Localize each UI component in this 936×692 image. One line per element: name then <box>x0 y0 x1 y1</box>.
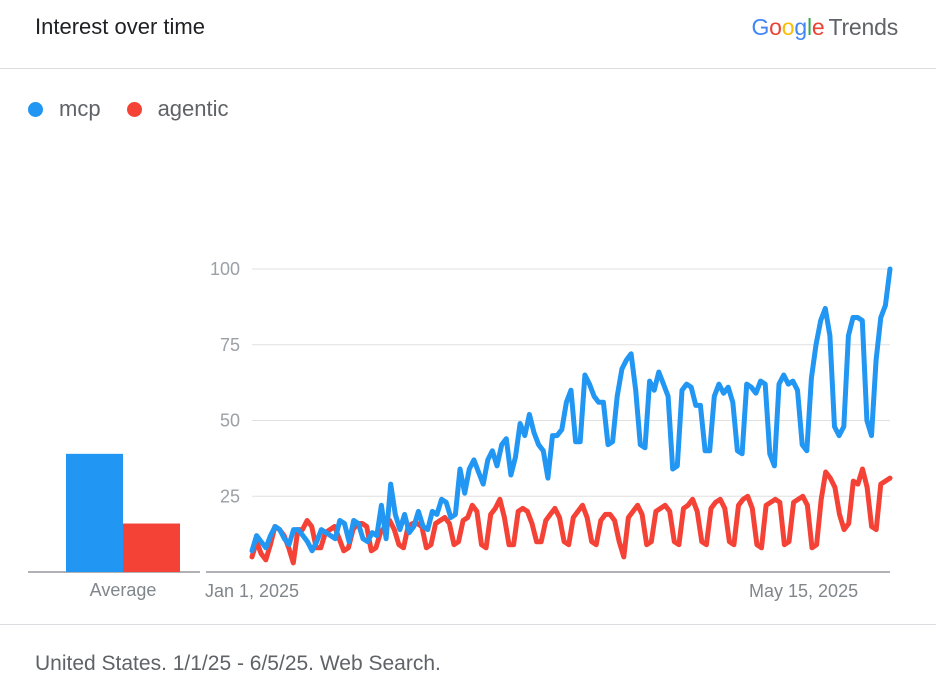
series-line-mcp <box>249 266 893 554</box>
footer-note: United States. 1/1/25 - 6/5/25. Web Sear… <box>35 652 441 675</box>
y-tick-label: 100 <box>210 259 240 279</box>
series-line-agentic <box>249 466 893 566</box>
x-tick-label: Jan 1, 2025 <box>205 581 299 601</box>
average-label: Average <box>90 580 157 600</box>
average-bar-agentic <box>123 523 180 572</box>
google-wordmark: Google <box>751 14 824 40</box>
y-tick-label: 75 <box>220 335 240 355</box>
average-bar-mcp <box>66 453 123 572</box>
x-tick-label: May 15, 2025 <box>749 581 858 601</box>
y-tick-label: 50 <box>220 411 240 431</box>
google-letter: o <box>769 14 782 40</box>
chart-title: Interest over time <box>35 14 205 39</box>
legend-dot-agentic <box>126 101 142 117</box>
legend-label-agentic: agentic <box>157 96 229 121</box>
google-trends-logo: Google Trends <box>751 14 898 41</box>
trends-wordmark: Trends <box>828 14 898 40</box>
google-letter: g <box>794 14 807 40</box>
google-letter: e <box>811 14 825 40</box>
google-letter: o <box>781 14 795 40</box>
legend-label-mcp: mcp <box>59 96 101 121</box>
google-letter: l <box>806 14 812 40</box>
footer-divider <box>0 624 936 625</box>
legend-item-agentic[interactable]: agentic <box>126 96 229 122</box>
google-letter: G <box>751 14 770 40</box>
legend-item-mcp[interactable]: mcp <box>28 96 101 122</box>
header-divider <box>0 68 936 69</box>
legend-dot-mcp <box>28 101 43 117</box>
y-tick-label: 25 <box>220 486 240 506</box>
chart-legend: mcp agentic <box>28 96 255 122</box>
